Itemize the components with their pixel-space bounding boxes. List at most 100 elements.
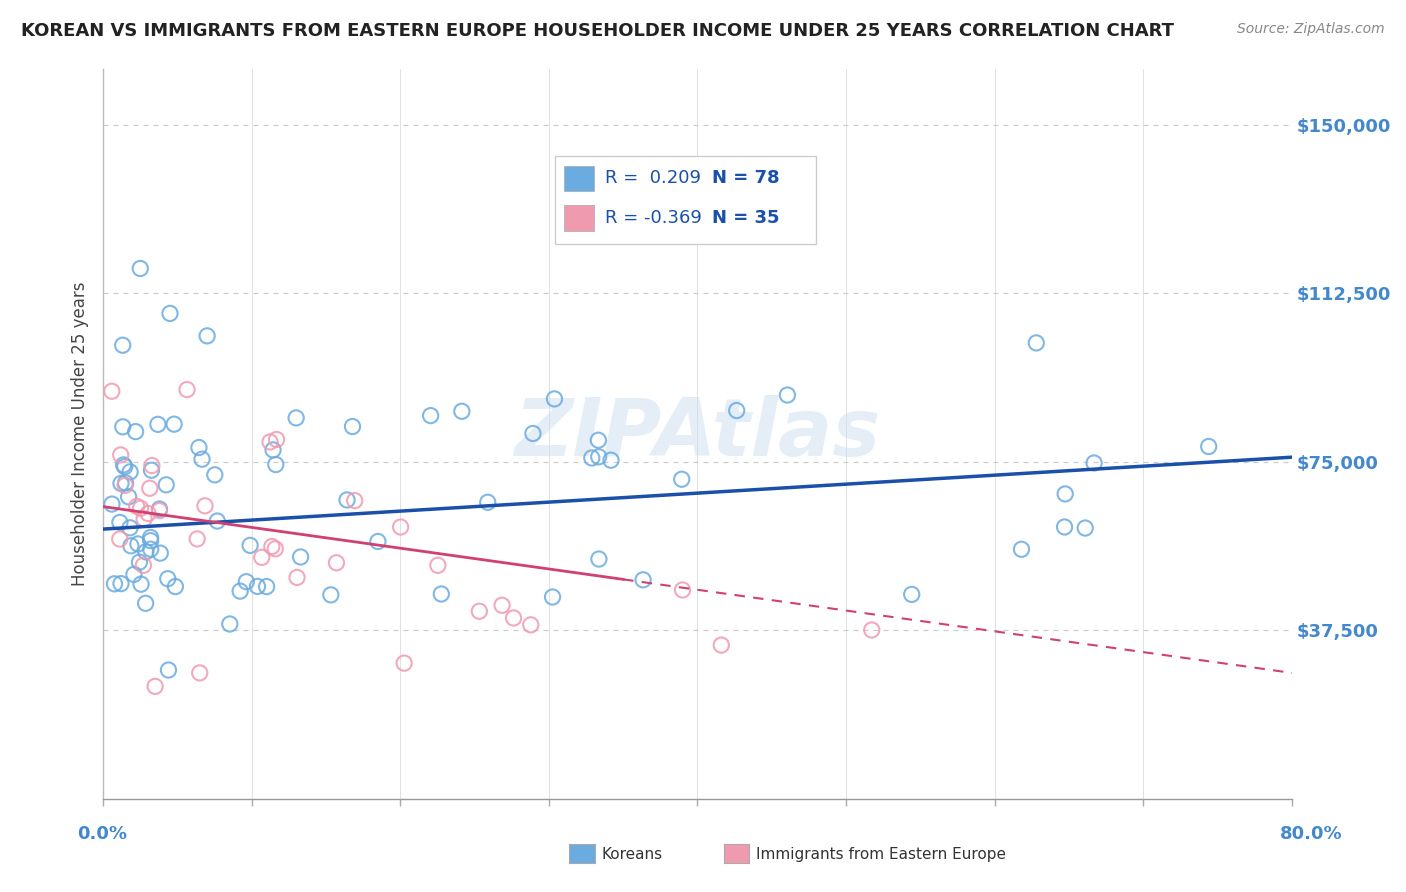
Point <box>392 656 415 670</box>
Point <box>264 541 287 556</box>
Point <box>101 384 124 399</box>
Text: 80.0%: 80.0% <box>1279 825 1343 843</box>
Point <box>1025 335 1047 350</box>
Text: Immigrants from Eastern Europe: Immigrants from Eastern Europe <box>756 847 1007 862</box>
Point <box>468 604 491 618</box>
Point <box>155 478 177 492</box>
Point <box>541 590 564 604</box>
Point <box>725 403 748 417</box>
Point <box>110 576 132 591</box>
Text: 0.0%: 0.0% <box>77 825 128 843</box>
Point <box>141 463 163 477</box>
Point <box>139 542 162 557</box>
Point <box>139 533 162 548</box>
Point <box>522 426 544 441</box>
Point <box>146 417 169 432</box>
Point <box>588 552 610 566</box>
Point <box>114 459 136 474</box>
Point <box>860 623 883 637</box>
Point <box>776 388 799 402</box>
Point <box>118 521 141 535</box>
Bar <box>564 166 595 191</box>
Point <box>186 532 208 546</box>
Point <box>260 540 283 554</box>
Point <box>139 481 162 495</box>
Point <box>122 567 145 582</box>
Point <box>631 573 654 587</box>
Point <box>262 442 284 457</box>
Text: R = -0.369: R = -0.369 <box>605 209 702 227</box>
Point <box>157 663 180 677</box>
Point <box>114 475 136 490</box>
Point <box>163 417 186 432</box>
Point <box>114 478 136 492</box>
Point <box>149 546 172 560</box>
Point <box>235 574 257 589</box>
Point <box>135 596 157 610</box>
Point <box>127 537 149 551</box>
Point <box>110 448 132 462</box>
Point <box>588 434 610 448</box>
Text: N = 35: N = 35 <box>711 209 779 227</box>
Point <box>176 383 198 397</box>
Point <box>502 611 524 625</box>
Point <box>285 411 308 425</box>
Point <box>191 452 214 467</box>
Point <box>419 409 441 423</box>
Point <box>141 458 163 473</box>
Point <box>194 499 217 513</box>
Point <box>588 450 610 464</box>
Point <box>129 501 152 516</box>
Point <box>450 404 472 418</box>
Point <box>135 545 157 559</box>
Point <box>187 441 209 455</box>
Point <box>520 617 543 632</box>
Point <box>112 458 135 472</box>
Point <box>342 419 364 434</box>
Point <box>266 433 288 447</box>
Point <box>259 434 281 449</box>
Point <box>108 516 131 530</box>
Point <box>136 507 159 521</box>
Point <box>101 497 124 511</box>
Point <box>139 531 162 545</box>
Point <box>543 392 565 406</box>
Point <box>148 503 170 517</box>
Point <box>325 556 347 570</box>
Point <box>111 419 134 434</box>
Point <box>285 570 308 584</box>
Text: KOREAN VS IMMIGRANTS FROM EASTERN EUROPE HOUSEHOLDER INCOME UNDER 25 YEARS CORRE: KOREAN VS IMMIGRANTS FROM EASTERN EUROPE… <box>21 22 1174 40</box>
Point <box>218 617 240 632</box>
Point <box>336 492 359 507</box>
Point <box>1054 487 1077 501</box>
Point <box>671 582 693 597</box>
Point <box>204 467 226 482</box>
Bar <box>555 156 817 244</box>
Point <box>246 579 269 593</box>
Point <box>367 534 389 549</box>
Point <box>120 539 142 553</box>
Text: Source: ZipAtlas.com: Source: ZipAtlas.com <box>1237 22 1385 37</box>
Point <box>389 520 412 534</box>
Text: ZIPAtlas: ZIPAtlas <box>515 394 880 473</box>
Point <box>120 465 142 479</box>
Y-axis label: Householder Income Under 25 years: Householder Income Under 25 years <box>72 281 89 586</box>
Point <box>1011 542 1033 557</box>
Point <box>110 476 132 491</box>
Point <box>264 458 287 472</box>
Point <box>108 532 131 546</box>
Point <box>477 495 499 509</box>
Point <box>430 587 453 601</box>
Point <box>207 514 229 528</box>
Text: Koreans: Koreans <box>602 847 662 862</box>
Point <box>156 572 179 586</box>
Text: N = 78: N = 78 <box>711 169 779 187</box>
Point <box>195 329 218 343</box>
Point <box>159 306 181 320</box>
Point <box>124 425 146 439</box>
Point <box>343 493 366 508</box>
Point <box>900 587 922 601</box>
Point <box>581 450 603 465</box>
Point <box>671 472 693 486</box>
Point <box>1053 520 1076 534</box>
